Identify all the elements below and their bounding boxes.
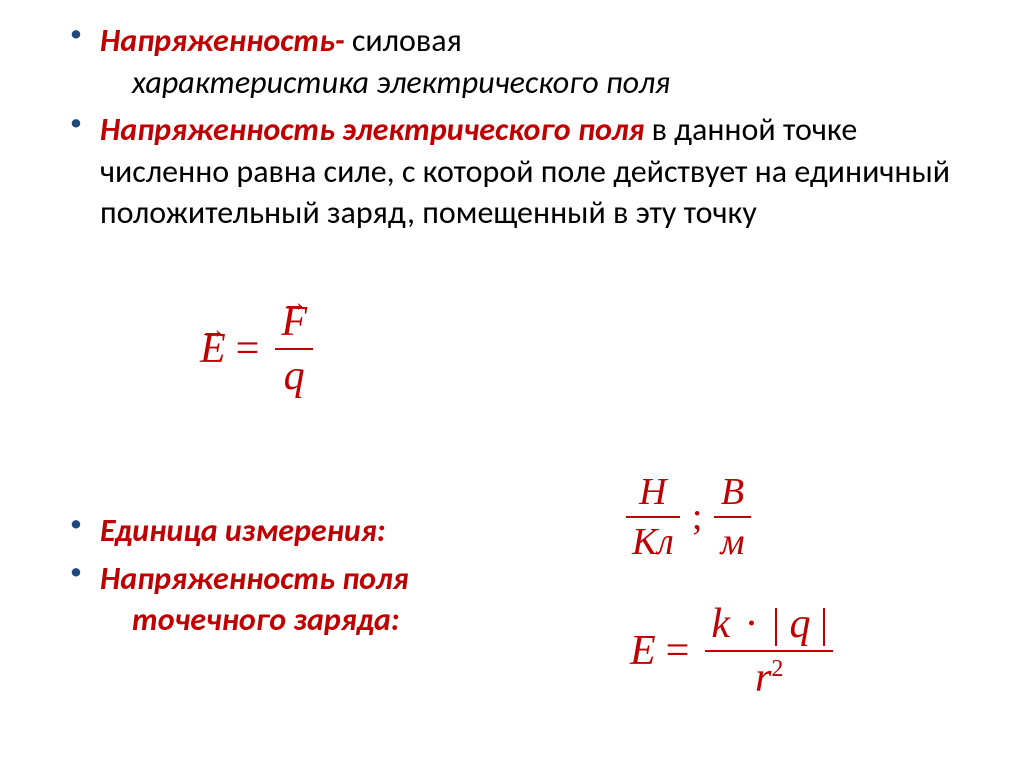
fraction-n-kl: Н Кл (626, 470, 680, 564)
symbol-r: r (755, 655, 771, 701)
exponent-2: 2 (771, 656, 783, 682)
fraction-v-m: В м (714, 470, 750, 564)
slide: • Напряженность- силовая характеристика … (0, 0, 1024, 768)
vector-e: → E (200, 325, 226, 373)
term-pointcharge-line1: Напряженность поля (100, 559, 409, 598)
numerator-kq: k · q (705, 600, 833, 650)
vector-arrow-icon: → (200, 315, 226, 345)
bullet-dot-icon: • (70, 558, 82, 587)
symbol-q: q (284, 353, 305, 399)
bullet-text-1: Напряженность- силовая характеристика эл… (100, 20, 670, 103)
bullet-text-units: Единица измерения: (100, 510, 386, 552)
bullet-text-pointcharge: Напряженность поля точечного заряда: (100, 558, 409, 641)
term-1: Напряженность- (100, 21, 345, 60)
formula-point-charge: E = k · q r2 (630, 600, 839, 702)
bullet-dot-icon: • (70, 20, 82, 49)
term-units: Единица измерения: (100, 511, 386, 550)
symbol-e2: E (630, 627, 656, 675)
unit-meter: м (714, 518, 750, 564)
vector-arrow-icon: → (281, 288, 307, 318)
bullet-item-1: • Напряженность- силовая характеристика … (70, 20, 974, 103)
bullet-item-pointcharge: • Напряженность поля точечного заряда: (70, 558, 604, 641)
abs-bar-left (775, 608, 777, 646)
lower-bullets: • Единица измерения: • Напряженность пол… (70, 510, 604, 647)
bullet-item-units: • Единица измерения: (70, 510, 604, 552)
symbol-k: k (711, 601, 730, 647)
bullet-dot-icon: • (70, 510, 82, 539)
fraction-kq-r2: k · q r2 (705, 600, 833, 702)
symbol-q2: q (790, 601, 811, 647)
dot-operator: · (745, 601, 759, 647)
separator: ; (692, 495, 703, 539)
units-expression: Н Кл ; В м (620, 470, 757, 564)
rest-1: силовая (345, 21, 462, 60)
unit-volt: В (715, 470, 750, 516)
abs-bar-right (823, 608, 825, 646)
term-2: Напряженность электрического поля (100, 110, 644, 149)
bullet-text-2: Напряженность электрического поля в данн… (100, 109, 974, 234)
equals-sign: = (236, 325, 260, 373)
bullet-dot-icon: • (70, 109, 82, 138)
vector-f: → F (281, 298, 307, 346)
unit-newton: Н (633, 470, 672, 516)
bullet-item-2: • Напряженность электрического поля в да… (70, 109, 974, 234)
denominator: q (278, 350, 311, 400)
fraction-f-q: → F q (275, 298, 313, 400)
denominator-r2: r2 (749, 652, 789, 702)
numerator: → F (275, 298, 313, 348)
term-pointcharge-line2: точечного заряда: (100, 599, 409, 641)
unit-coulomb: Кл (626, 518, 680, 564)
formula-e-equals-f-over-q: → E = → F q (200, 298, 319, 400)
equals-sign: = (666, 627, 690, 675)
subtext-1: характеристика электрического поля (100, 62, 670, 104)
